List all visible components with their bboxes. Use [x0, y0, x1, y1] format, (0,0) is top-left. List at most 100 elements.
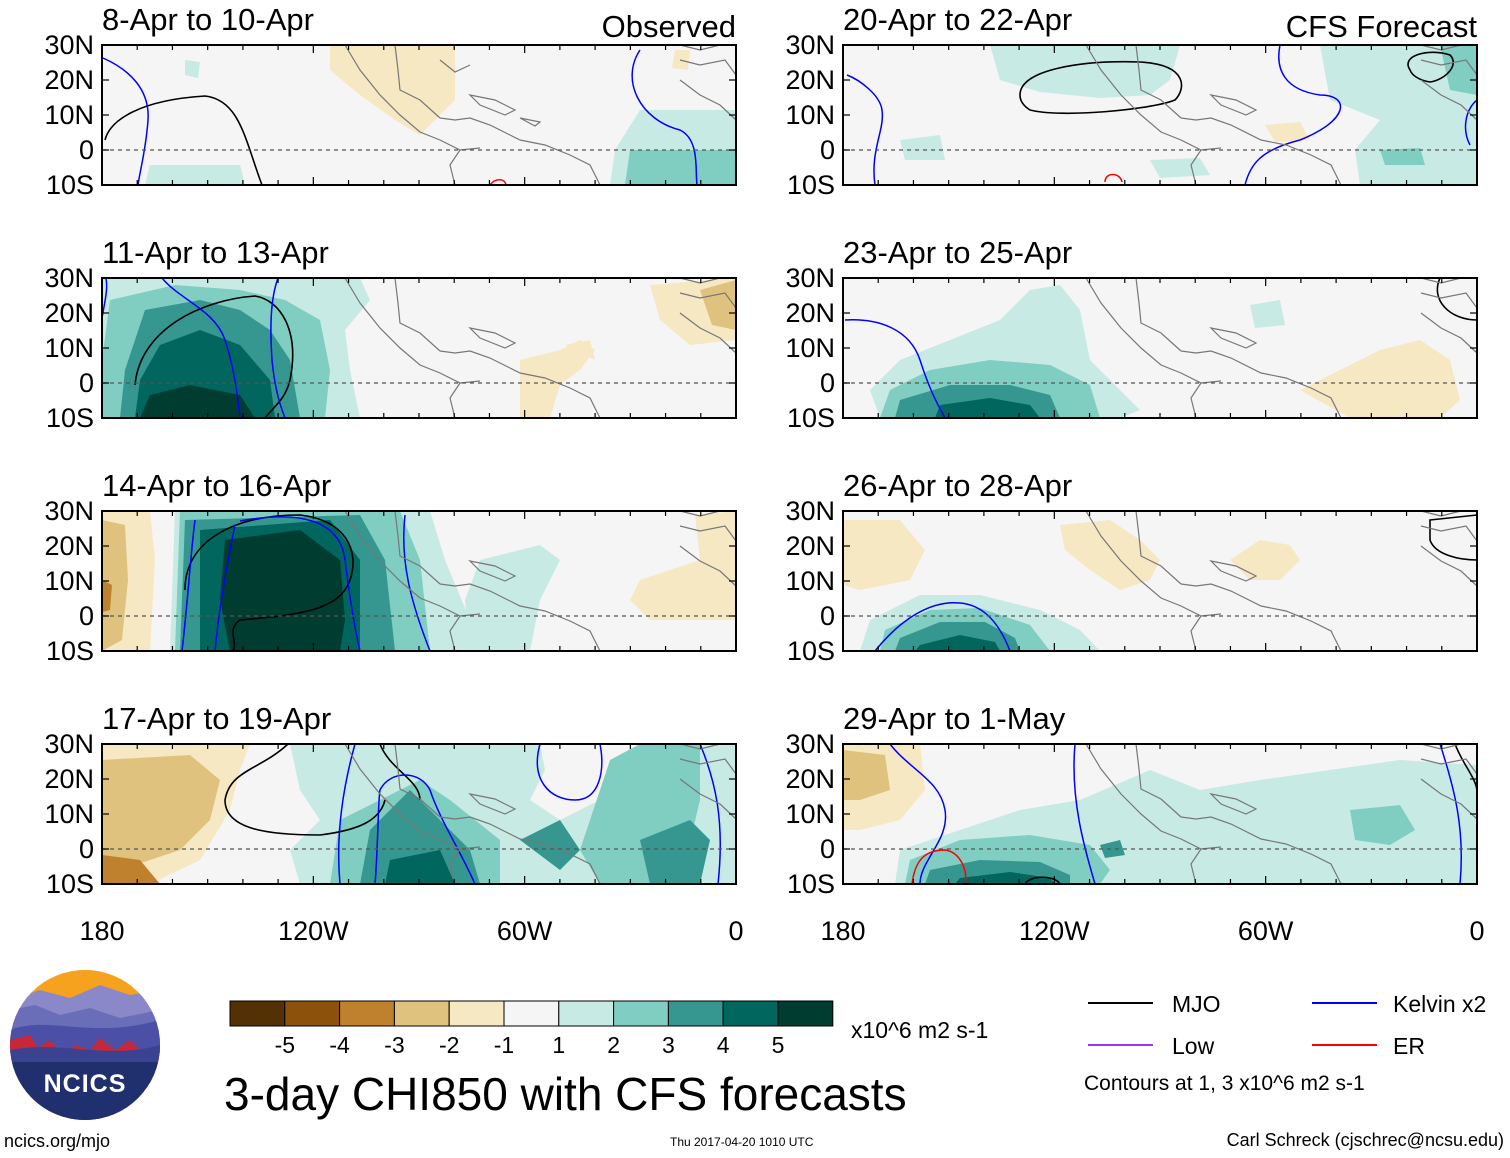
- lat-tick-label: 10S: [46, 869, 94, 899]
- contour-note: Contours at 1, 3 x10^6 m2 s-1: [1084, 1072, 1365, 1095]
- map-panel-7: [842, 743, 1478, 885]
- colorbar-swatch: [339, 1000, 395, 1027]
- logo-text: NCICS: [44, 1070, 127, 1098]
- lat-tick-label: 30N: [785, 496, 835, 526]
- panel-title: 11-Apr to 13-Apr: [102, 235, 329, 270]
- lat-tick-label: 10S: [787, 170, 835, 200]
- legend: MJO Kelvin x2 Low ER Contours at 1, 3 x1…: [1084, 991, 1486, 1095]
- panel-title: 23-Apr to 25-Apr: [843, 235, 1072, 270]
- lon-tick-label: 60W: [1238, 916, 1294, 946]
- lat-tick-label: 30N: [44, 30, 94, 60]
- colorbar-tick-label: 2: [607, 1032, 620, 1058]
- legend-label-low: Low: [1172, 1033, 1215, 1059]
- legend-label-mjo: MJO: [1172, 991, 1221, 1017]
- lat-tick-label: 30N: [785, 30, 835, 60]
- panel-title: 26-Apr to 28-Apr: [843, 468, 1072, 503]
- lon-tick-label: 0: [1469, 916, 1484, 946]
- colorbar-swatch: [284, 1000, 341, 1027]
- colorbar-swatch: [777, 1000, 834, 1027]
- lat-tick-label: 20N: [785, 65, 835, 95]
- map-panel-3: [101, 743, 737, 885]
- observed-label: Observed: [602, 9, 736, 44]
- lat-tick-label: 30N: [785, 263, 835, 293]
- panel-title: 8-Apr to 10-Apr: [102, 2, 314, 37]
- lat-tick-label: 0: [820, 834, 835, 864]
- lat-tick-label: 0: [79, 834, 94, 864]
- lon-tick-label: 60W: [497, 916, 553, 946]
- lon-tick-label: 0: [728, 916, 743, 946]
- panel-title: 14-Apr to 16-Apr: [102, 468, 331, 503]
- lat-tick-label: 10S: [787, 869, 835, 899]
- lat-tick-label: 10N: [44, 566, 94, 596]
- colorbar-swatch: [667, 1000, 724, 1027]
- lat-tick-label: 0: [79, 368, 94, 398]
- colorbar-swatch: [613, 1000, 669, 1027]
- legend-label-er: ER: [1393, 1033, 1425, 1059]
- lat-tick-label: 0: [820, 601, 835, 631]
- lat-tick-label: 0: [79, 135, 94, 165]
- lat-tick-label: 10S: [46, 403, 94, 433]
- colorbar-units: x10^6 m2 s-1: [851, 1017, 988, 1043]
- lat-tick-label: 20N: [44, 531, 94, 561]
- panel-title: 29-Apr to 1-May: [843, 701, 1066, 736]
- map-panel-2: [101, 510, 737, 652]
- lat-tick-label: 10S: [787, 636, 835, 666]
- colorbar: -5 -4 -3 -2 -1 1 2 3 4 5: [229, 1000, 834, 1058]
- lat-tick-label: 10S: [46, 170, 94, 200]
- lat-tick-label: 10N: [785, 100, 835, 130]
- lat-tick-label: 20N: [785, 531, 835, 561]
- map-panel-4: [842, 44, 1478, 186]
- lat-tick-label: 10N: [785, 566, 835, 596]
- lon-tick-label: 120W: [278, 916, 349, 946]
- colorbar-tick-label: -2: [439, 1032, 459, 1058]
- colorbar-tick-label: -5: [275, 1032, 295, 1058]
- lat-tick-label: 10S: [787, 403, 835, 433]
- colorbar-swatch: [448, 1000, 505, 1027]
- lat-tick-label: 30N: [44, 496, 94, 526]
- lat-tick-label: 10N: [44, 100, 94, 130]
- colorbar-swatch: [393, 1000, 450, 1027]
- lat-tick-label: 10S: [46, 636, 94, 666]
- lon-tick-label: 180: [79, 916, 124, 946]
- lon-tick-label: 120W: [1019, 916, 1090, 946]
- lat-tick-label: 0: [820, 135, 835, 165]
- lat-tick-label: 20N: [44, 298, 94, 328]
- lat-tick-label: 30N: [785, 729, 835, 759]
- lat-tick-label: 20N: [785, 298, 835, 328]
- lat-tick-label: 0: [820, 368, 835, 398]
- colorbar-tick-label: 4: [717, 1032, 730, 1058]
- map-panel-0: [101, 44, 737, 186]
- colorbar-swatch: [722, 1000, 779, 1027]
- colorbar-tick-label: 3: [662, 1032, 675, 1058]
- ncics-logo: NCICS: [10, 970, 160, 1120]
- forecast-label: CFS Forecast: [1286, 9, 1478, 44]
- colorbar-tick-label: 5: [772, 1032, 785, 1058]
- lat-tick-label: 10N: [785, 799, 835, 829]
- lat-tick-label: 20N: [785, 764, 835, 794]
- figure-title: 3-day CHI850 with CFS forecasts: [224, 1068, 907, 1120]
- footer-url[interactable]: ncics.org/mjo: [4, 1131, 111, 1151]
- footer-timestamp: Thu 2017-04-20 1010 UTC: [670, 1135, 814, 1149]
- lat-tick-label: 10N: [785, 333, 835, 363]
- lat-tick-label: 10N: [44, 333, 94, 363]
- lat-tick-label: 30N: [44, 729, 94, 759]
- map-panel-1: [101, 277, 737, 419]
- lat-tick-label: 10N: [44, 799, 94, 829]
- lon-tick-label: 180: [820, 916, 865, 946]
- colorbar-swatch: [503, 1000, 560, 1027]
- colorbar-tick-label: -4: [329, 1032, 350, 1058]
- panel-title: 20-Apr to 22-Apr: [843, 2, 1072, 37]
- colorbar-swatch: [229, 1000, 286, 1027]
- colorbar-swatch: [558, 1000, 615, 1027]
- lat-tick-label: 20N: [44, 764, 94, 794]
- lat-tick-label: 0: [79, 601, 94, 631]
- colorbar-tick-label: -1: [494, 1032, 514, 1058]
- colorbar-tick-label: -3: [384, 1032, 404, 1058]
- colorbar-tick-label: 1: [552, 1032, 565, 1058]
- lat-tick-label: 30N: [44, 263, 94, 293]
- map-panel-6: [842, 510, 1478, 652]
- axis-ticks: 30N 20N 10N 0 10S 30N 20N 10N 0 10S 30N 20N 10N 0 10S 3…: [44, 30, 1484, 946]
- lat-tick-label: 20N: [44, 65, 94, 95]
- map-panel-5: [842, 277, 1478, 419]
